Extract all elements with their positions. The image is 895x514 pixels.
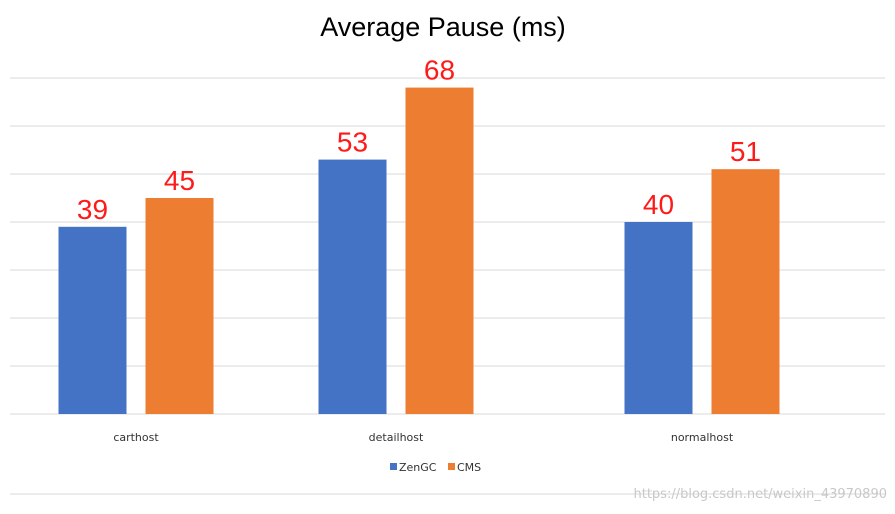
legend-swatch-zengc (390, 463, 397, 470)
bar-cms-normalhost (711, 169, 780, 414)
bars (58, 87, 780, 414)
category-label-detailhost: detailhost (369, 431, 424, 444)
legend: ZenGC CMS (390, 461, 481, 474)
data-label-cms-normalhost: 51 (730, 136, 761, 167)
data-label-cms-detailhost: 68 (424, 55, 455, 86)
data-label-zengc-detailhost: 53 (337, 127, 368, 158)
data-label-zengc-carthost: 39 (77, 194, 108, 225)
bar-zengc-normalhost (624, 222, 693, 414)
bar-zengc-carthost (58, 226, 127, 414)
category-labels: carthost detailhost normalhost (113, 431, 734, 444)
bar-cms-carthost (145, 198, 214, 414)
data-label-zengc-normalhost: 40 (643, 189, 674, 220)
legend-label-cms: CMS (457, 461, 481, 474)
category-label-carthost: carthost (113, 431, 159, 444)
data-label-cms-carthost: 45 (164, 165, 195, 196)
legend-label-zengc: ZenGC (399, 461, 437, 474)
chart-title: Average Pause (ms) (320, 12, 566, 42)
category-label-normalhost: normalhost (671, 431, 734, 444)
bar-zengc-detailhost (318, 159, 387, 414)
legend-swatch-cms (448, 463, 455, 470)
watermark: https://blog.csdn.net/weixin_43970890 (633, 487, 887, 502)
data-labels: 39 45 53 68 40 51 (77, 55, 761, 225)
bar-cms-detailhost (405, 87, 474, 414)
